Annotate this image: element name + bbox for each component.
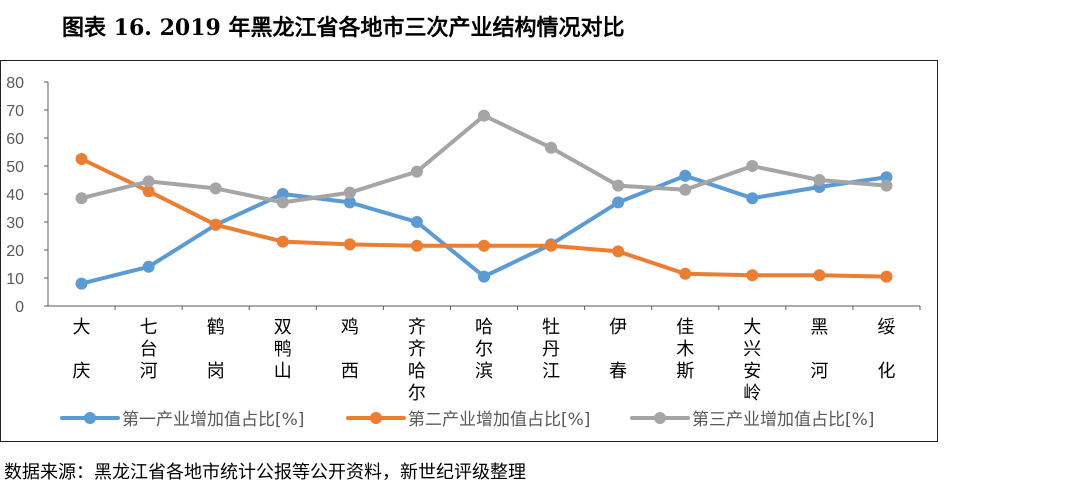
y-tick-label: 50 [6, 159, 24, 176]
data-point-s1-5 [343, 196, 356, 209]
y-tick-label: 10 [6, 271, 24, 288]
x-tick-label: 齐齐哈尔 [408, 317, 426, 404]
chart-frame [0, 60, 938, 442]
legend-label-3: 第三产业增加值占比[%] [692, 410, 874, 430]
data-point-s3-4 [276, 196, 289, 209]
x-tick-label: 双鸭山 [274, 317, 292, 382]
data-point-s2-3 [209, 218, 222, 231]
series-line-2 [79, 157, 889, 279]
y-tick-label: 0 [15, 299, 24, 316]
data-point-s3-8 [545, 141, 558, 154]
data-point-s3-11 [746, 160, 759, 172]
data-point-s3-7 [478, 109, 490, 122]
x-tick-label: 绥化 [877, 317, 895, 382]
data-point-s3-12 [813, 174, 826, 186]
x-tick-label: 佳木斯 [676, 317, 694, 382]
y-tick-label: 70 [6, 103, 24, 120]
chart-title: 图表 16. 2019 年黑龙江省各地市三次产业结构情况对比 [62, 15, 625, 41]
data-point-s2-4 [276, 235, 289, 248]
x-tick-label: 伊春 [609, 317, 627, 382]
x-tick-label: 鹤岗 [207, 317, 225, 382]
legend-label-2: 第二产业增加值占比[%] [408, 410, 590, 430]
legend-marker-3 [654, 412, 666, 424]
x-tick-label: 鸡西 [341, 317, 359, 382]
data-point-s3-5 [343, 186, 356, 199]
x-tick-label: 哈尔滨 [475, 317, 493, 382]
data-point-s1-2 [142, 260, 155, 273]
data-point-s2-1 [75, 153, 88, 165]
y-tick-label: 30 [6, 215, 24, 232]
data-point-s1-9 [612, 196, 625, 209]
data-point-s3-13 [880, 179, 893, 192]
data-point-s2-9 [612, 245, 625, 258]
x-tick-label: 七台河 [140, 317, 158, 382]
x-tick-label: 牡丹江 [542, 317, 560, 382]
data-point-s3-6 [410, 165, 423, 178]
y-tick-label: 60 [6, 131, 24, 148]
x-tick-label: 大兴安岭 [743, 317, 761, 404]
y-tick-label: 40 [6, 187, 24, 204]
legend-label-1: 第一产业增加值占比[%] [122, 410, 304, 430]
data-point-s1-6 [410, 216, 423, 228]
data-point-s3-2 [142, 175, 155, 188]
data-point-s1-7 [478, 270, 490, 283]
data-point-s3-9 [612, 179, 625, 192]
data-point-s2-11 [746, 269, 759, 282]
legend-marker-1 [84, 412, 96, 424]
legend-marker-2 [370, 412, 382, 424]
data-point-s1-4 [276, 188, 289, 200]
series-line-1 [79, 173, 889, 286]
data-point-s2-12 [813, 269, 826, 282]
data-point-s2-13 [880, 270, 893, 283]
data-point-s3-1 [75, 192, 88, 205]
data-point-s1-11 [746, 192, 759, 205]
data-point-s2-7 [478, 239, 490, 252]
y-tick-label: 80 [6, 75, 24, 92]
series-line-3 [79, 113, 889, 205]
data-point-s2-6 [410, 239, 423, 252]
x-tick-label: 大庆 [73, 317, 91, 382]
data-point-s1-13 [880, 171, 893, 184]
data-point-s3-3 [209, 182, 222, 195]
data-point-s1-10 [679, 169, 692, 182]
y-tick-label: 20 [6, 243, 24, 260]
data-source-note: 数据来源：黑龙江省各地市统计公报等公开资料，新世纪评级整理 [4, 462, 526, 483]
data-point-s1-1 [75, 277, 88, 290]
data-point-s2-8 [545, 239, 558, 252]
data-point-s2-5 [343, 238, 356, 251]
data-point-s2-10 [679, 267, 692, 280]
data-point-s3-10 [679, 183, 692, 196]
x-tick-label: 黑河 [810, 317, 828, 382]
data-point-s2-2 [142, 185, 155, 198]
